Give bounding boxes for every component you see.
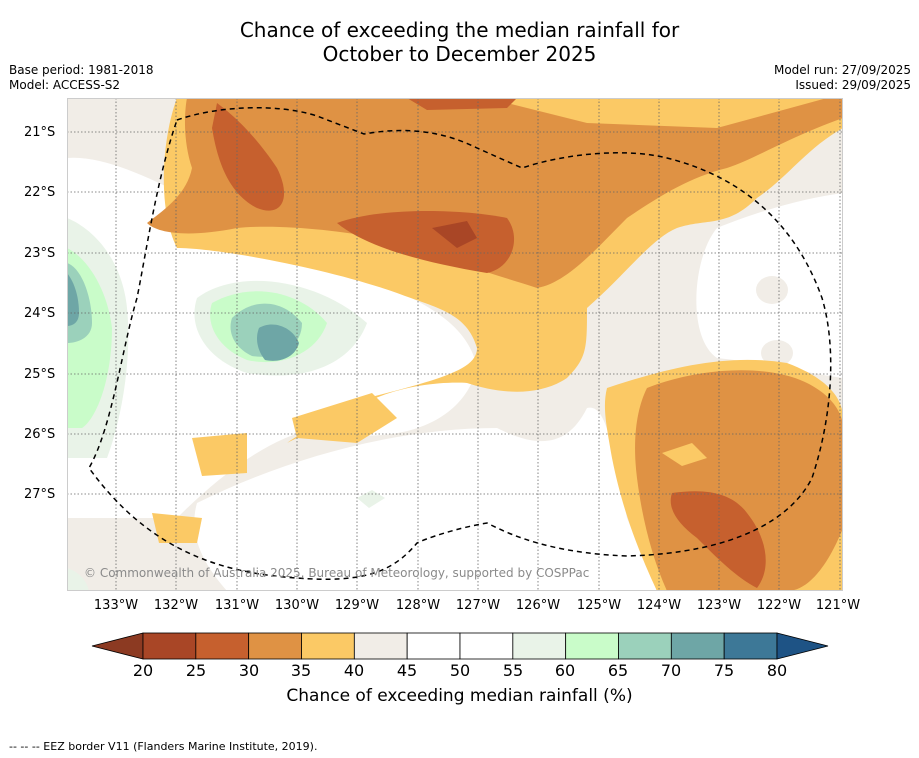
lon-label-131: 131°W bbox=[214, 598, 260, 613]
colorbar-cell bbox=[565, 632, 619, 660]
colorbar-cell bbox=[301, 632, 355, 660]
dry-patch-3 bbox=[292, 393, 397, 443]
lon-label-127: 127°W bbox=[455, 598, 501, 613]
drier-zone-north bbox=[147, 98, 843, 288]
colorbar-cell bbox=[618, 632, 672, 660]
cb-tick-65: 65 bbox=[607, 661, 629, 680]
colorbar-cell bbox=[248, 632, 302, 660]
lon-label-124: 124°W bbox=[636, 598, 682, 613]
wetter-patch-corner bbox=[67, 568, 89, 591]
cb-tick-40: 40 bbox=[343, 661, 365, 680]
much-drier-zone-1 bbox=[212, 103, 285, 211]
model-name: Model: ACCESS-S2 bbox=[9, 78, 121, 92]
dry-patch-east-2 bbox=[761, 340, 793, 366]
colorbar-below-arrow bbox=[91, 632, 144, 660]
lon-label-121: 121°W bbox=[815, 598, 861, 613]
lon-label-132: 132°W bbox=[153, 598, 199, 613]
copyright-credit: © Commonwealth of Australia 2025, Bureau… bbox=[84, 566, 590, 580]
eez-border bbox=[88, 106, 832, 580]
much-drier-zone-3 bbox=[407, 98, 517, 110]
lat-label-24: 24°S bbox=[24, 306, 56, 321]
cb-tick-20: 20 bbox=[132, 661, 154, 680]
lon-label-129: 129°W bbox=[334, 598, 380, 613]
colorbar-label: Chance of exceeding median rainfall (%) bbox=[286, 686, 633, 706]
lon-label-133: 133°W bbox=[93, 598, 139, 613]
lon-label-122: 122°W bbox=[756, 598, 802, 613]
lon-label-128: 128°W bbox=[395, 598, 441, 613]
wettest-zone-west bbox=[67, 273, 79, 326]
colorbar-cells bbox=[142, 632, 778, 660]
base-period: Base period: 1981-2018 bbox=[9, 63, 154, 77]
much-drier-zone-4 bbox=[670, 491, 766, 588]
lon-label-130: 130°W bbox=[274, 598, 320, 613]
lon-label-125: 125°W bbox=[576, 598, 622, 613]
rainfall-probability-map bbox=[67, 98, 843, 591]
cb-tick-45: 45 bbox=[396, 661, 418, 680]
map-title: Chance of exceeding the median rainfall … bbox=[0, 18, 919, 66]
cb-tick-75: 75 bbox=[713, 661, 735, 680]
lat-label-27: 27°S bbox=[24, 487, 56, 502]
cb-tick-70: 70 bbox=[660, 661, 682, 680]
eez-legend-note: -- -- -- EEZ border V11 (Flanders Marine… bbox=[9, 740, 318, 753]
neutral-zone-south bbox=[194, 407, 657, 591]
title-line-1: Chance of exceeding the median rainfall … bbox=[239, 18, 680, 42]
wetter-patch-south bbox=[357, 490, 385, 508]
colorbar-cell bbox=[195, 632, 250, 660]
lat-label-25: 25°S bbox=[24, 367, 56, 382]
cb-tick-50: 50 bbox=[449, 661, 471, 680]
lon-label-126: 126°W bbox=[515, 598, 561, 613]
driest-patch bbox=[432, 221, 477, 248]
meta-left: Base period: 1981-2018 Model: ACCESS-S2 bbox=[9, 63, 154, 93]
drier-zone-southeast bbox=[635, 370, 843, 591]
colorbar bbox=[91, 632, 829, 660]
meta-right: Model run: 27/09/2025 Issued: 29/09/2025 bbox=[774, 63, 911, 93]
cb-tick-80: 80 bbox=[766, 661, 788, 680]
map-frame bbox=[67, 98, 843, 591]
lat-label-23: 23°S bbox=[24, 246, 56, 261]
colorbar-cell bbox=[459, 632, 514, 660]
dry-patch-4 bbox=[662, 443, 707, 466]
cb-tick-30: 30 bbox=[238, 661, 260, 680]
colorbar-cell bbox=[406, 632, 461, 660]
lat-label-21: 21°S bbox=[24, 125, 56, 140]
colorbar-above-arrow bbox=[776, 632, 829, 660]
lat-label-26: 26°S bbox=[24, 427, 56, 442]
cb-tick-25: 25 bbox=[185, 661, 207, 680]
colorbar-cell bbox=[723, 632, 778, 660]
colorbar-cell bbox=[353, 632, 408, 660]
dry-patch-2 bbox=[152, 513, 202, 543]
cb-tick-55: 55 bbox=[502, 661, 524, 680]
lat-label-22: 22°S bbox=[24, 185, 56, 200]
dry-patch-1 bbox=[192, 433, 247, 476]
colorbar-cell bbox=[512, 632, 567, 660]
model-run: Model run: 27/09/2025 bbox=[773, 63, 911, 77]
colorbar-cell bbox=[670, 632, 725, 660]
wettest-zone-center bbox=[257, 324, 299, 361]
issued-date: Issued: 29/09/2025 bbox=[795, 78, 911, 92]
graticule bbox=[67, 98, 843, 591]
dry-patch-east bbox=[756, 276, 788, 304]
cb-tick-35: 35 bbox=[290, 661, 312, 680]
cb-tick-60: 60 bbox=[554, 661, 576, 680]
title-line-2: October to December 2025 bbox=[322, 42, 597, 66]
lon-label-123: 123°W bbox=[696, 598, 742, 613]
colorbar-cell bbox=[142, 632, 197, 660]
